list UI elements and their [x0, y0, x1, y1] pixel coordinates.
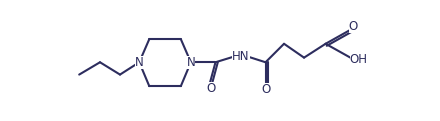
Text: N: N [135, 56, 143, 69]
Text: O: O [348, 20, 358, 33]
Text: O: O [206, 82, 216, 95]
Text: HN: HN [232, 50, 249, 63]
Text: N: N [187, 56, 195, 69]
Text: OH: OH [350, 53, 368, 66]
Text: O: O [262, 83, 271, 96]
